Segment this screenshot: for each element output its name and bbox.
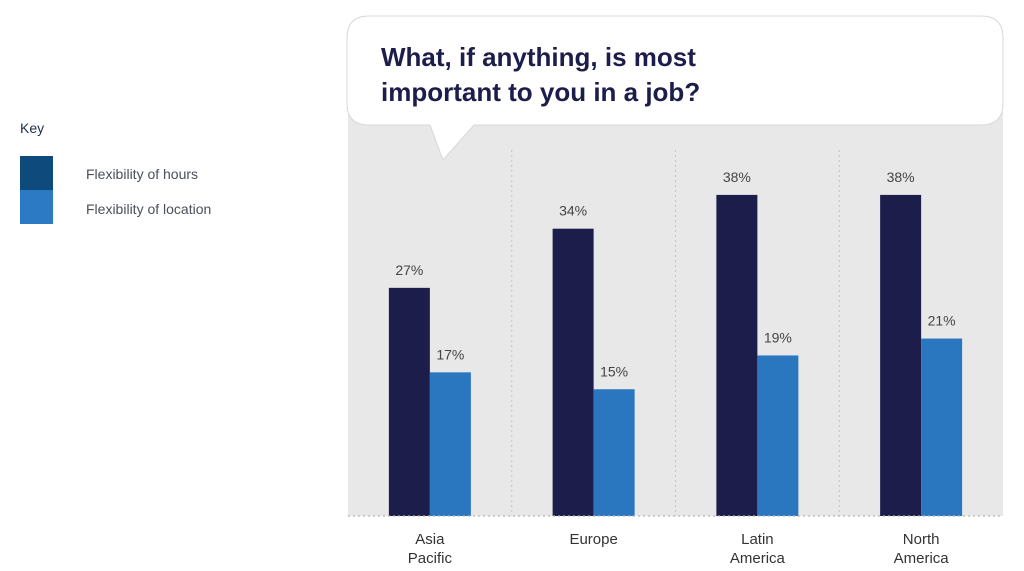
legend-title: Key (20, 120, 45, 136)
category-label: America (730, 550, 786, 567)
value-label: 38% (887, 169, 915, 185)
value-labels: 27% 17% 34% 15% 38% 19% 38% 21% (395, 169, 955, 379)
value-label: 15% (600, 363, 628, 379)
value-label: 17% (436, 346, 464, 362)
category-label: America (894, 550, 950, 567)
bar (880, 194, 922, 516)
legend: Key Flexibility of hours Flexibility of … (20, 118, 320, 238)
value-label: 21% (928, 313, 956, 329)
category-label: Pacific (408, 550, 453, 567)
legend-swatch-hours (20, 156, 53, 190)
title-callout: What, if anything, is most important to … (346, 15, 1004, 161)
value-label: 38% (723, 169, 751, 185)
category-labels: Asia Pacific Europe Latin America North Americ… (408, 531, 950, 567)
bar (921, 338, 963, 516)
chart-title-line-1: What, if anything, is most (381, 42, 696, 72)
bar (429, 372, 471, 516)
category-label: Europe (569, 531, 617, 548)
category-separators (511, 150, 840, 516)
bar (552, 228, 594, 516)
value-label: 19% (764, 329, 792, 345)
legend-label-location: Flexibility of location (86, 201, 212, 217)
bars (388, 194, 963, 516)
bar (757, 355, 799, 516)
value-label: 34% (559, 203, 587, 219)
bar (593, 389, 635, 516)
bar (716, 194, 758, 516)
callout-bubble (346, 15, 1004, 161)
category-label: Asia (415, 531, 445, 548)
chart-title: What, if anything, is most important to … (381, 42, 703, 107)
value-label: 27% (395, 262, 423, 278)
chart-title-line-2: important to you in a job? (381, 77, 700, 107)
category-label: North (903, 531, 940, 548)
bar (388, 287, 430, 516)
legend-swatch-location (20, 190, 53, 224)
legend-label-hours: Flexibility of hours (86, 166, 199, 182)
category-label: Latin (741, 531, 774, 548)
